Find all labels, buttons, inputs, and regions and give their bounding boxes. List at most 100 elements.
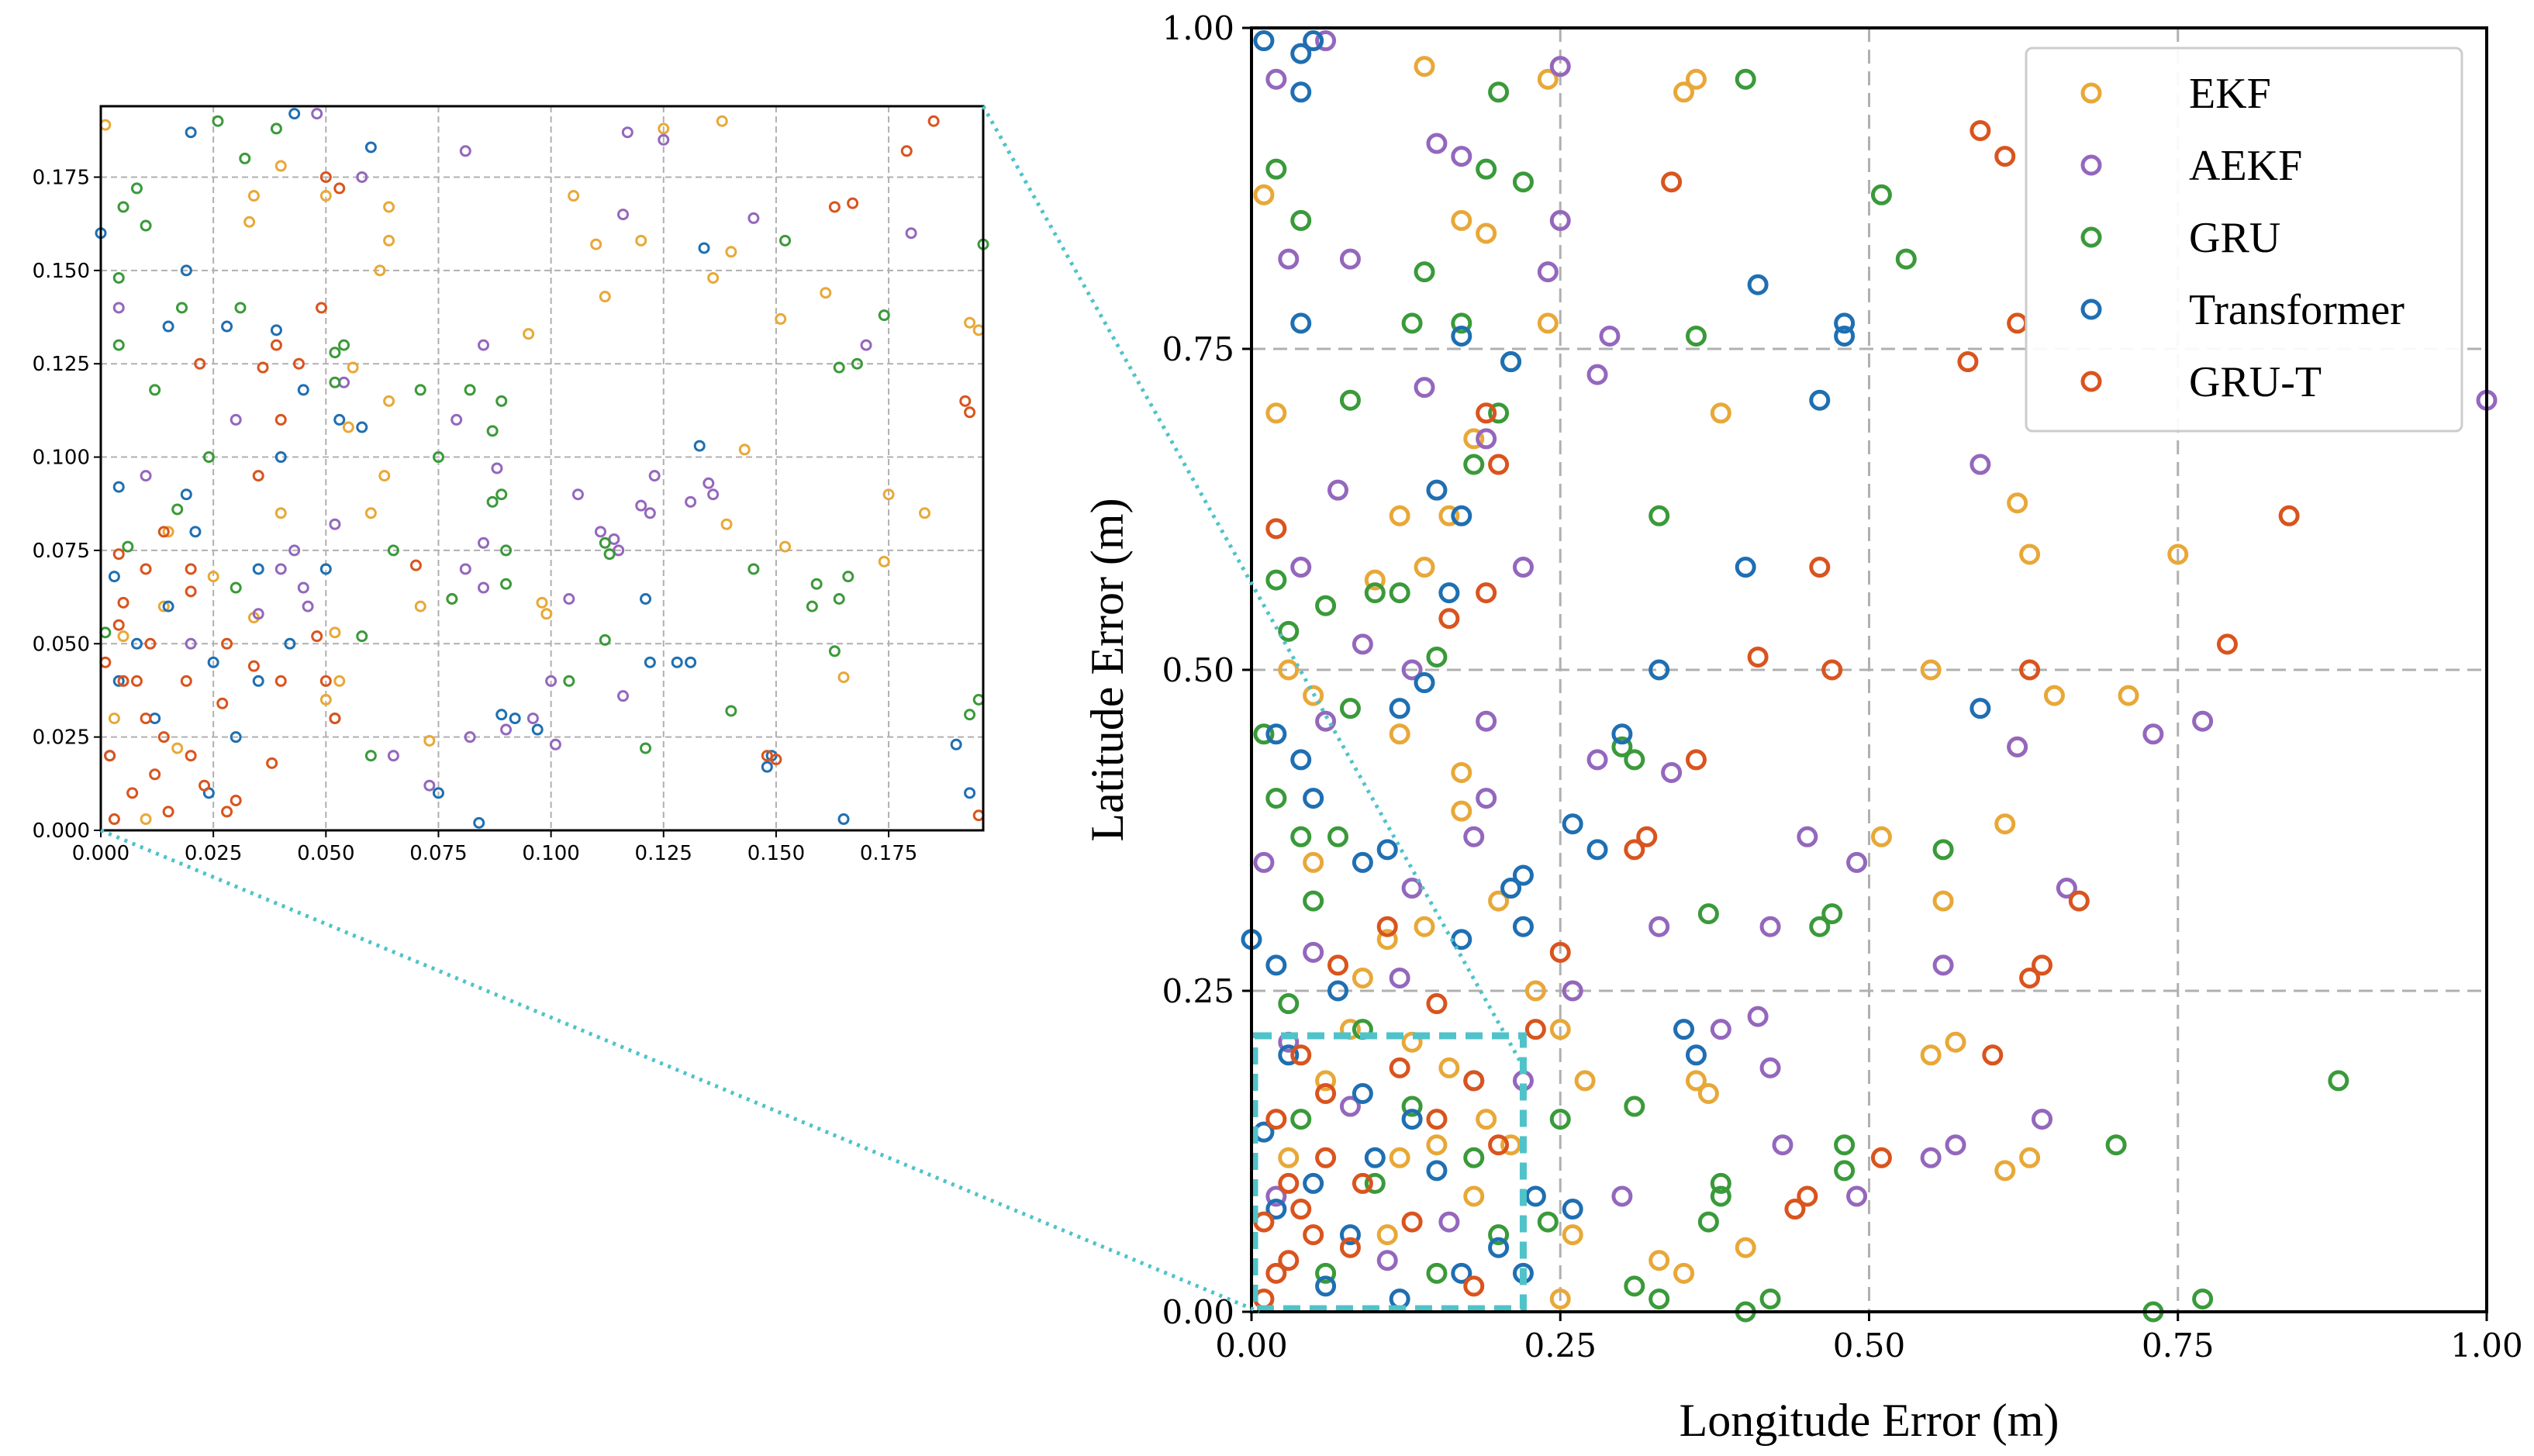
main-point-transformer <box>1747 274 1769 295</box>
main-point-aekf <box>1586 749 1608 771</box>
inset-point-ekf <box>658 122 670 135</box>
main-point-gru-t <box>1278 1172 1300 1194</box>
inset-point-transformer <box>162 600 174 612</box>
main-point-aekf <box>1537 261 1559 283</box>
inset-y-tick-label: 0.100 <box>33 447 90 470</box>
inset-point-gru-t <box>927 115 940 127</box>
inset-point-gru-t <box>274 413 287 426</box>
main-x-tick-label: 0.50 <box>1833 1327 1906 1365</box>
inset-point-transformer <box>252 563 264 575</box>
main-point-gru-t <box>1685 749 1707 771</box>
inset-point-aekf <box>644 507 656 519</box>
main-point-gru <box>1895 248 1917 270</box>
inset-point-gru-t <box>230 794 242 806</box>
main-point-ekf <box>1389 723 1410 745</box>
inset-point-ekf <box>374 264 386 277</box>
main-point-aekf <box>2192 710 2214 732</box>
inset-point-transformer <box>130 637 143 650</box>
inset-point-gru-t <box>409 559 422 571</box>
inset-point-transformer <box>189 526 202 538</box>
main-point-transformer <box>1364 1147 1386 1168</box>
inset-point-gru-t <box>126 787 139 799</box>
inset-point-gru <box>329 347 341 359</box>
main-point-aekf <box>1426 133 1448 154</box>
inset-point-gru <box>329 376 341 388</box>
inset-scatter-chart: 0.000 0.025 0.050 0.075 0.100 0.125 0.150 0.175… <box>33 105 989 865</box>
inset-point-gru <box>495 395 508 407</box>
main-point-transformer <box>1376 839 1398 861</box>
inset-point-ekf <box>274 160 287 172</box>
inset-point-transformer <box>761 761 773 773</box>
legend-label-gru-t: GRU-T <box>2189 358 2322 406</box>
main-point-gru-t <box>1265 518 1287 540</box>
inset-point-gru-t <box>149 768 161 781</box>
main-point-gru <box>1265 569 1287 591</box>
main-point-ekf <box>1376 1224 1398 1246</box>
main-point-gru-t <box>2019 967 2041 988</box>
main-point-ekf <box>1685 1070 1707 1092</box>
main-point-gru-t <box>1463 1070 1485 1092</box>
main-point-ekf <box>1278 659 1300 681</box>
main-y-tick-label: 0.00 <box>1162 1293 1234 1331</box>
main-point-gru-t <box>1747 646 1769 668</box>
main-point-aekf <box>1376 1250 1398 1271</box>
main-point-gru <box>1401 1095 1423 1117</box>
inset-point-gru <box>112 271 125 284</box>
inset-point-aekf <box>230 413 242 426</box>
legend-label-aekf: AEKF <box>2189 142 2302 190</box>
main-point-aekf <box>1797 826 1818 847</box>
inset-point-gru-t <box>157 731 170 744</box>
legend-label-gru: GRU <box>2189 214 2280 262</box>
inset-point-transformer <box>319 563 332 575</box>
main-point-ekf <box>1932 890 1954 912</box>
main-x-axis-label: Longitude Error (m) <box>1680 1395 2059 1446</box>
main-point-gru <box>1265 158 1287 180</box>
inset-x-tick-label: 0.050 <box>297 842 354 865</box>
inset-point-gru <box>230 581 242 594</box>
inset-point-ekf <box>568 190 580 202</box>
legend-marker-gru <box>2080 226 2102 248</box>
inset-point-gru <box>806 600 818 612</box>
inset-point-aekf <box>356 171 368 183</box>
inset-x-tick-label: 0.175 <box>860 842 917 865</box>
inset-point-aekf <box>685 495 697 508</box>
main-point-ekf <box>1476 1109 1497 1130</box>
inset-y-tick-label: 0.150 <box>33 260 90 283</box>
main-grid <box>1251 28 2487 1312</box>
main-point-gru-t <box>1315 1147 1337 1168</box>
main-point-gru <box>1512 171 1534 193</box>
main-zoom-region <box>1251 1032 1527 1313</box>
main-point-transformer <box>1339 1224 1361 1246</box>
main-point-ekf <box>1463 1185 1485 1207</box>
inset-point-gru <box>599 633 611 646</box>
main-point-gru-t <box>1970 119 1991 141</box>
inset-point-aekf <box>617 690 630 702</box>
main-point-ekf <box>2043 685 2065 706</box>
main-point-gru <box>1401 312 1423 334</box>
main-point-aekf <box>1945 1134 1966 1156</box>
inset-point-gru <box>356 630 368 643</box>
inset-point-transformer <box>288 108 301 120</box>
main-point-gru-t <box>1327 954 1349 976</box>
main-legend: EKF AEKF GRU Transformer GRU-T <box>2025 47 2463 433</box>
main-point-aekf <box>1265 68 1287 90</box>
main-point-aekf <box>1932 954 1954 976</box>
inset-point-gru <box>464 384 476 396</box>
main-x-tick-label: 0.75 <box>2142 1327 2215 1365</box>
inset-point-transformer <box>274 451 287 464</box>
main-point-ekf <box>2007 492 2028 514</box>
inset-point-aekf <box>464 731 476 744</box>
main-point-aekf <box>1710 1019 1731 1040</box>
main-point-gru-t <box>1426 993 1448 1015</box>
inset-point-gru <box>130 182 143 195</box>
inset-point-transformer <box>473 816 485 829</box>
inset-point-aekf <box>549 738 561 750</box>
inset-point-gru-t <box>112 619 125 631</box>
inset-point-gru-t <box>221 637 233 650</box>
inset-point-transformer <box>364 141 377 154</box>
inset-point-ekf <box>274 507 287 519</box>
inset-point-transformer <box>112 675 125 687</box>
main-point-gru <box>1611 736 1633 757</box>
inset-point-aekf <box>658 133 670 146</box>
main-point-transformer <box>1451 505 1472 526</box>
